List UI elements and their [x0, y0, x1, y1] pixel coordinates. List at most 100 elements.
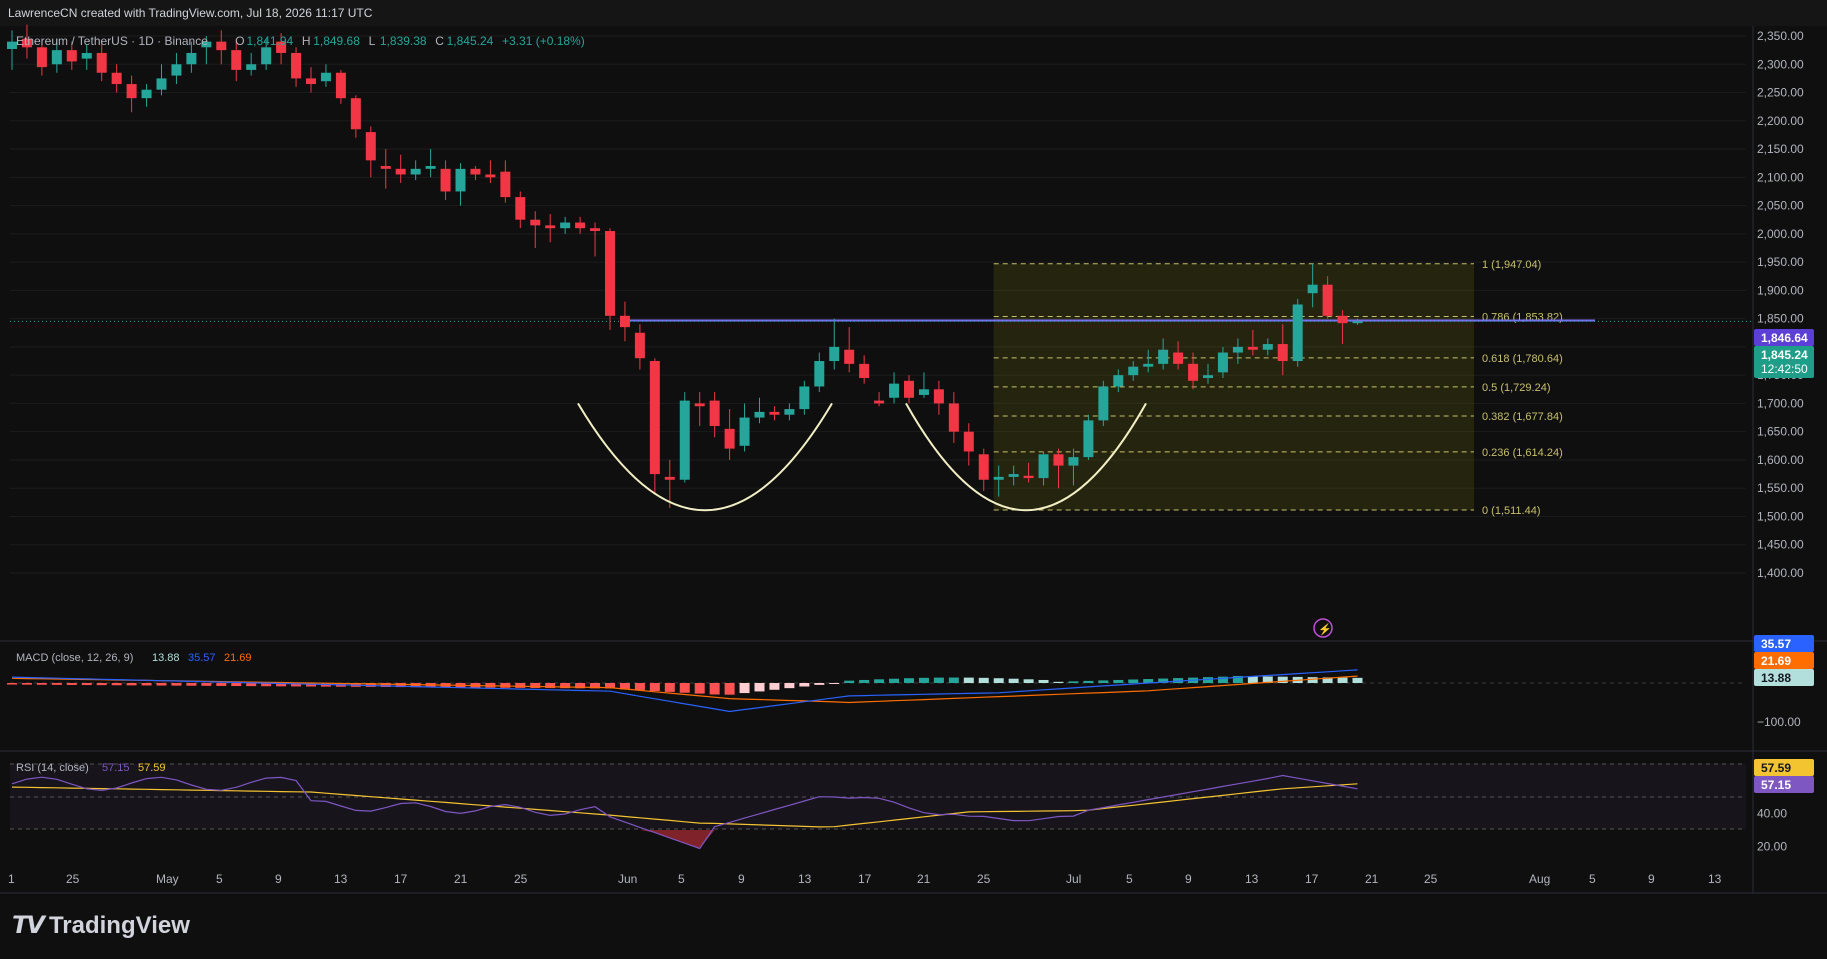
macd-histogram-bar [754, 683, 765, 692]
macd-histogram-bar [291, 683, 302, 687]
candle-body [335, 72, 346, 99]
price-axis-label: 1,700.00 [1757, 396, 1804, 410]
tv-logo-icon: 𝙏𝙑 [12, 912, 45, 939]
hist-badge: 13.88 [1761, 671, 1791, 685]
current-price-badge: 1,845.24 [1761, 348, 1808, 362]
candle-body [545, 225, 556, 229]
time-axis-label: 13 [798, 872, 812, 886]
signal-badge: 21.69 [1761, 654, 1791, 668]
fib-level-label: 1 (1,947.04) [1482, 259, 1541, 271]
candle-body [1337, 315, 1348, 324]
macd-histogram-bar [1352, 677, 1363, 683]
macd-histogram-bar [1083, 680, 1094, 683]
candle-body [649, 361, 660, 475]
macd-histogram-bar [365, 683, 376, 687]
candle-body [485, 174, 496, 178]
candle-body [799, 386, 810, 410]
candle-body [1038, 454, 1049, 479]
macd-histogram-bar [141, 683, 152, 686]
candle-body [978, 454, 989, 480]
price-axis-label: 1,850.00 [1757, 312, 1804, 326]
candle-body [963, 431, 974, 452]
candle-body [246, 64, 257, 70]
macd-histogram-bar [709, 683, 720, 695]
candle-body [664, 476, 675, 480]
credit-bar [0, 0, 1827, 26]
time-axis-label: 25 [514, 872, 528, 886]
price-axis-label: 1,550.00 [1757, 481, 1804, 495]
macd-histogram-bar [874, 679, 885, 683]
candle-body [141, 89, 152, 99]
macd-histogram-bar [1307, 677, 1318, 683]
brand-name: TradingView [48, 911, 190, 939]
macd-histogram-bar [1247, 676, 1258, 683]
candle-body [1217, 352, 1228, 373]
close-value: 1,845.24 [447, 34, 494, 48]
candle-body [440, 168, 451, 192]
countdown-badge: 12:42:50 [1761, 362, 1808, 376]
price-axis-label: 2,050.00 [1757, 199, 1804, 213]
candle-body [814, 361, 825, 387]
candle-body [1307, 284, 1318, 294]
macd-histogram-bar [171, 683, 182, 686]
resistance-badge: 1,846.64 [1761, 331, 1808, 345]
macd-histogram-bar [1203, 677, 1213, 683]
rsi-oversold-fill [610, 830, 715, 849]
candle-body [1098, 386, 1109, 421]
alert-icon-glyph: ⚡ [1318, 623, 1332, 636]
candle-body [709, 400, 720, 427]
macd-histogram-bar [664, 683, 675, 692]
macd-histogram-bar [814, 683, 825, 685]
time-axis-label: 1 [8, 872, 15, 886]
candle-body [889, 383, 900, 398]
macd-histogram-bar [1277, 676, 1288, 683]
macd-histogram-bar [1053, 681, 1064, 683]
macd-histogram-bar [1098, 680, 1109, 683]
time-axis-label: 9 [738, 872, 745, 886]
macd-histogram-bar [918, 677, 929, 683]
fib-level-label: 0.236 (1,614.24) [1482, 447, 1563, 459]
macd-histogram-bar [619, 683, 630, 690]
candle-body [560, 222, 571, 229]
candle-body [1143, 363, 1154, 367]
credit-text: LawrenceCN created with TradingView.com,… [8, 6, 373, 20]
candle-body [66, 50, 77, 62]
low-value: 1,839.38 [380, 34, 427, 48]
macd-histogram-bar [216, 683, 227, 686]
macd-axis-label: −100.00 [1757, 715, 1801, 729]
macd-histogram-bar [96, 683, 107, 686]
time-axis-label: 17 [858, 872, 872, 886]
time-axis-label: 5 [1589, 872, 1596, 886]
change-value: +3.31 (+0.18%) [502, 34, 585, 48]
macd-histogram-bar [530, 683, 541, 688]
candle-body [1352, 321, 1363, 324]
candle-body [530, 219, 541, 226]
macd-histogram-bar [933, 677, 944, 683]
macd-histogram-bar [66, 683, 77, 685]
macd-histogram-bar [515, 683, 526, 688]
macd-histogram-bar [694, 683, 705, 694]
macd-histogram-bar [1128, 679, 1139, 683]
open-value: 1,841.94 [247, 34, 294, 48]
time-axis-label: 17 [394, 872, 408, 886]
price-axis-label: 2,150.00 [1757, 142, 1804, 156]
candle-body [754, 411, 765, 418]
time-axis-label: 25 [1424, 872, 1438, 886]
resistance-badge-bg [1754, 329, 1814, 346]
rsi-badge: 57.15 [1761, 778, 1791, 792]
candle-body [634, 332, 645, 359]
rsi-ma-badge-bg [1754, 759, 1814, 776]
high-label: H [302, 34, 311, 48]
macd-histogram-bar [844, 680, 855, 683]
candle-body [111, 72, 122, 85]
candle-body [1053, 454, 1064, 466]
macd-histogram-bar [1158, 678, 1169, 683]
macd-histogram-bar [545, 683, 556, 689]
candle-body [500, 171, 511, 198]
price-axis-label: 2,200.00 [1757, 114, 1804, 128]
rsi-line [11, 774, 1358, 850]
macd-histogram-bar [1217, 676, 1228, 683]
candle-body [96, 52, 107, 73]
